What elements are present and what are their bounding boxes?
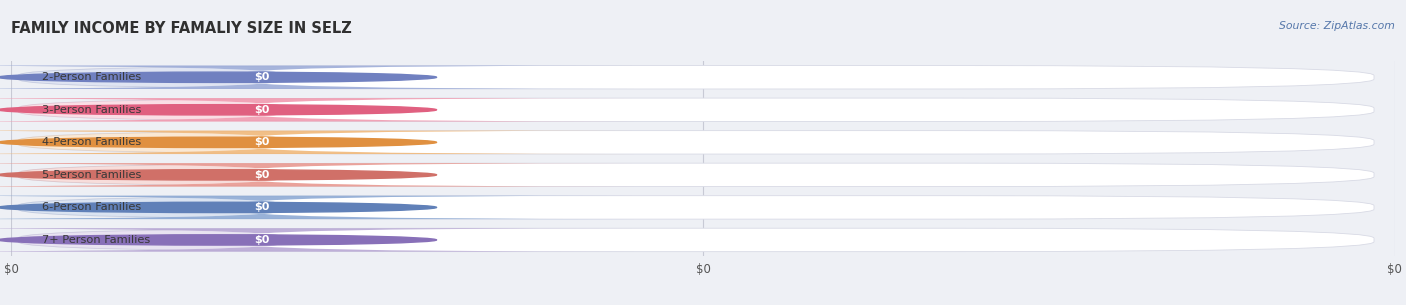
- FancyBboxPatch shape: [0, 98, 634, 121]
- FancyBboxPatch shape: [0, 228, 634, 252]
- Text: 3-Person Families: 3-Person Families: [42, 105, 141, 115]
- Text: 4-Person Families: 4-Person Families: [42, 137, 141, 147]
- FancyBboxPatch shape: [0, 131, 416, 154]
- FancyBboxPatch shape: [0, 196, 416, 219]
- FancyBboxPatch shape: [0, 98, 416, 121]
- FancyBboxPatch shape: [0, 228, 416, 252]
- Text: $0: $0: [254, 235, 270, 245]
- Text: $0: $0: [254, 203, 270, 212]
- FancyBboxPatch shape: [0, 196, 634, 219]
- FancyBboxPatch shape: [0, 163, 416, 187]
- FancyBboxPatch shape: [18, 163, 1374, 187]
- FancyBboxPatch shape: [0, 163, 634, 187]
- Text: Source: ZipAtlas.com: Source: ZipAtlas.com: [1279, 21, 1395, 31]
- Text: 6-Person Families: 6-Person Families: [42, 203, 141, 212]
- FancyBboxPatch shape: [0, 66, 416, 89]
- Circle shape: [0, 72, 436, 82]
- Text: 7+ Person Families: 7+ Person Families: [42, 235, 150, 245]
- Text: $0: $0: [254, 72, 270, 82]
- Text: $0: $0: [254, 105, 270, 115]
- Circle shape: [0, 235, 436, 245]
- FancyBboxPatch shape: [18, 66, 1374, 89]
- Text: 5-Person Families: 5-Person Families: [42, 170, 141, 180]
- FancyBboxPatch shape: [18, 131, 1374, 154]
- Text: $0: $0: [254, 137, 270, 147]
- Text: FAMILY INCOME BY FAMALIY SIZE IN SELZ: FAMILY INCOME BY FAMALIY SIZE IN SELZ: [11, 21, 352, 36]
- Circle shape: [0, 137, 436, 148]
- FancyBboxPatch shape: [18, 196, 1374, 219]
- FancyBboxPatch shape: [0, 131, 634, 154]
- Text: $0: $0: [254, 170, 270, 180]
- Circle shape: [0, 202, 436, 213]
- Circle shape: [0, 170, 436, 180]
- FancyBboxPatch shape: [0, 66, 634, 89]
- Circle shape: [0, 105, 436, 115]
- FancyBboxPatch shape: [18, 98, 1374, 121]
- FancyBboxPatch shape: [18, 228, 1374, 252]
- Text: 2-Person Families: 2-Person Families: [42, 72, 141, 82]
